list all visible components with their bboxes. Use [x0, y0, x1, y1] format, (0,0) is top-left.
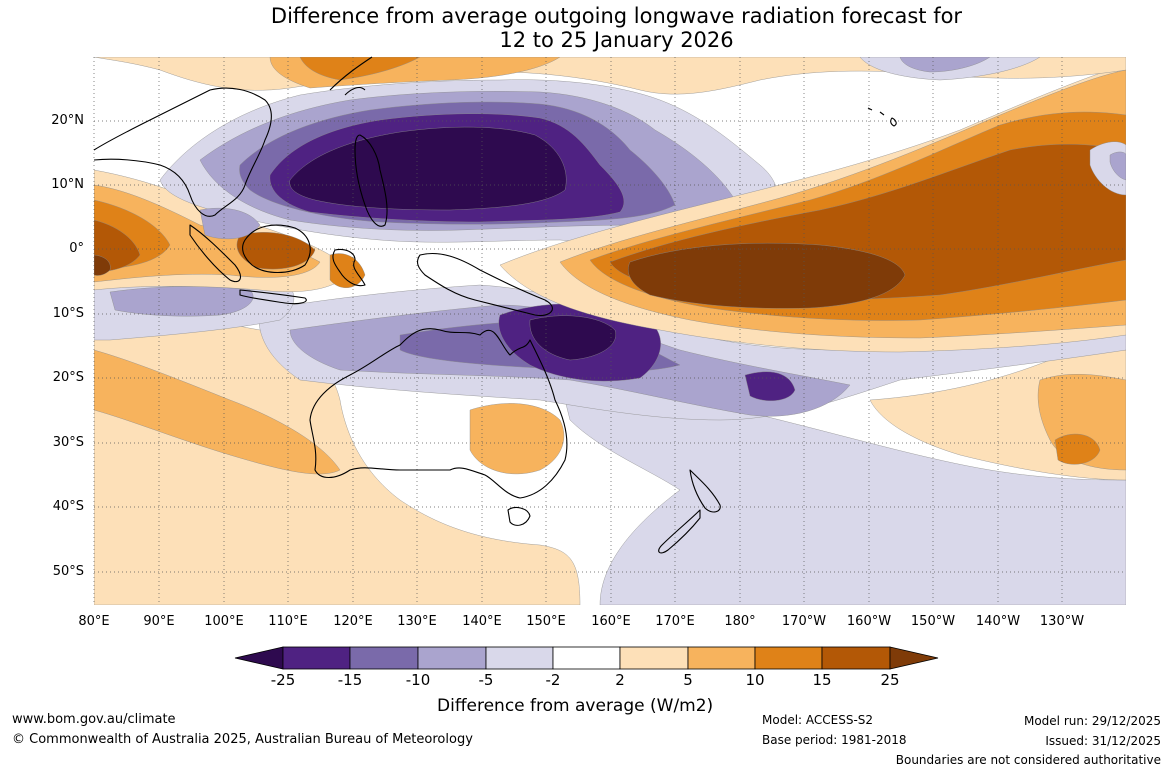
philippines-coast [354, 134, 388, 227]
positive-5-south-australia [469, 403, 565, 475]
colorbar-tick-label: 5 [683, 671, 693, 689]
positive-10-southeast-pacific [1054, 433, 1101, 465]
latitude-label: 10°S [52, 306, 84, 321]
colorbar-tick-label: 25 [880, 671, 900, 689]
longitude-label: 170°E [655, 614, 695, 629]
website-link[interactable]: www.bom.gov.au/climate [12, 712, 176, 727]
colorbar-tick-label: 10 [745, 671, 765, 689]
colorbar-tick-label: -5 [478, 671, 494, 689]
sulawesi-coast [332, 248, 366, 287]
model-name: Model: ACCESS-S2 [762, 713, 874, 727]
new-guinea-coast [416, 252, 553, 317]
chart-title-line2: 12 to 25 January 2026 [499, 28, 734, 52]
negative-5-indian-ocean [109, 286, 254, 317]
negative-5-east-north-pacific [1109, 151, 1126, 181]
longitude-label: 150°W [910, 614, 956, 629]
latitude-label: 20°N [51, 113, 84, 128]
graticule [93, 57, 1126, 605]
new-zealand-south-coast [658, 509, 701, 554]
latitude-label: 10°N [51, 177, 84, 192]
australia-coast [309, 328, 568, 499]
base-period: Base period: 1981-2018 [762, 733, 907, 747]
colorbar-tick-label: -2 [545, 671, 561, 689]
java-coast [239, 289, 307, 305]
positive-25-equatorial-pacific [628, 242, 906, 309]
latitude-label: 40°S [52, 499, 84, 514]
longitude-label: 120°E [333, 614, 373, 629]
longitude-label: 170°W [781, 614, 827, 629]
colorbar-title: Difference from average (W/m2) [437, 696, 714, 716]
boundaries-disclaimer: Boundaries are not considered authoritat… [895, 753, 1161, 767]
longitude-label: 160°E [591, 614, 631, 629]
positive-10-sulawesi [329, 253, 366, 288]
tasmania-coast [507, 507, 531, 526]
negative-25-coral-sea [529, 315, 616, 361]
japan-coast [329, 56, 373, 96]
copyright-notice: © Commonwealth of Australia 2025, Austra… [12, 732, 473, 747]
new-zealand-north-coast [689, 469, 721, 513]
latitude-label: 20°S [52, 370, 84, 385]
longitude-label: 130°W [1039, 614, 1085, 629]
coastlines [93, 56, 897, 554]
asia-mainland-coast [93, 87, 272, 217]
latitude-label: 0° [69, 241, 84, 256]
colorbar-tick-label: 15 [812, 671, 832, 689]
longitude-label: 140°W [975, 614, 1021, 629]
hawaii-coast [867, 107, 897, 127]
positive-25-indian-ocean [94, 254, 111, 276]
colorbar-tick-label: 2 [615, 671, 625, 689]
colorbar-tick-label: -10 [405, 671, 431, 689]
latitude-label: 30°S [52, 435, 84, 450]
longitude-label: 100°E [204, 614, 244, 629]
longitude-label: 180° [724, 614, 756, 629]
longitude-label: 110°E [268, 614, 308, 629]
negative-15-fiji [744, 371, 796, 401]
positive-15-borneo [236, 232, 316, 270]
latitude-label: 50°S [52, 564, 84, 579]
sumatra-coast [189, 224, 241, 283]
negative-25-philippine-sea [289, 126, 567, 211]
longitude-label: 140°E [462, 614, 502, 629]
chart-title-line1: Difference from average outgoing longwav… [270, 4, 963, 28]
negative-5-north-pacific [899, 57, 991, 73]
anomaly-field [94, 57, 1126, 605]
longitude-label: 150°E [526, 614, 566, 629]
longitude-label: 160°W [846, 614, 892, 629]
colorbar-tick-label: -15 [337, 671, 363, 689]
issued-date: Issued: 31/12/2025 [1045, 734, 1161, 748]
colorbar-tick-label: -25 [270, 671, 296, 689]
positive-10-japan [299, 57, 421, 81]
borneo-coast [242, 224, 311, 274]
longitude-label: 90°E [143, 614, 175, 629]
longitude-label: 80°E [78, 614, 110, 629]
longitude-label: 130°E [397, 614, 437, 629]
model-run-date: Model run: 29/12/2025 [1023, 714, 1161, 728]
